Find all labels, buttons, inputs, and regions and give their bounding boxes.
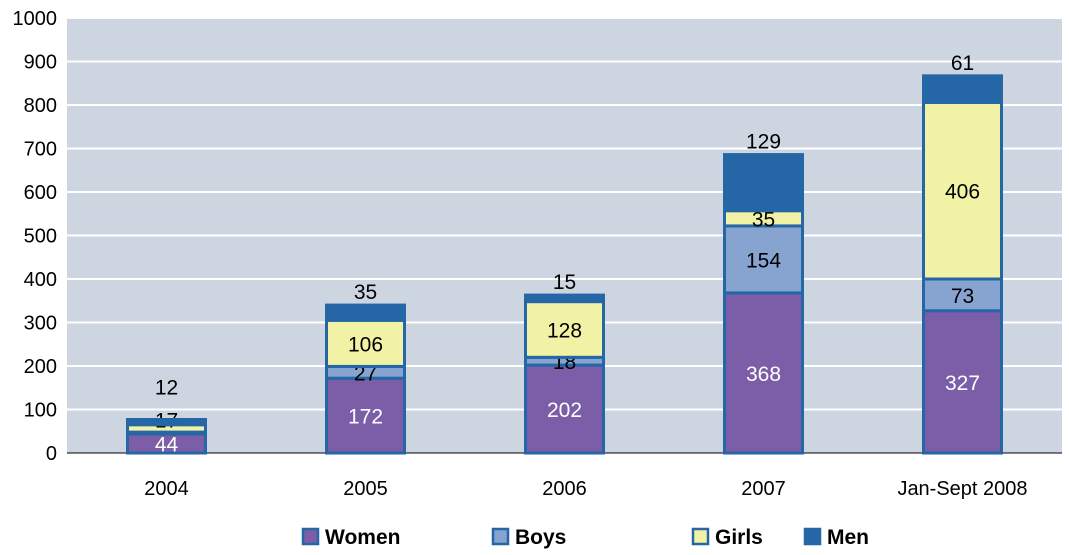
y-tick-label: 0	[46, 443, 57, 465]
x-tick-label: 2006	[542, 478, 587, 500]
data-label: 172	[348, 406, 383, 429]
bar-men	[723, 153, 804, 213]
bar-group-Jan-Sept 2008: 327 73 406 61	[922, 52, 1003, 455]
data-label: 73	[951, 285, 974, 308]
bar-group-2005: 172 27 106 35	[325, 281, 406, 455]
legend-item-boys: Boys	[491, 526, 566, 549]
bar-group-2007: 368 154 35 129	[723, 131, 804, 455]
x-tick-label: 2005	[343, 478, 388, 500]
legend-swatch	[803, 527, 822, 546]
legend-item-women: Women	[301, 526, 400, 549]
bar-women	[723, 291, 804, 455]
legend-label: Girls	[715, 526, 763, 549]
data-label: 129	[746, 131, 781, 154]
legend-item-men: Men	[803, 526, 869, 549]
bar-women	[524, 363, 605, 455]
legend-label: Boys	[515, 526, 566, 549]
y-tick-label: 200	[24, 356, 57, 378]
bar-men	[524, 293, 605, 304]
data-label: 61	[951, 52, 974, 75]
data-label: 202	[547, 399, 582, 422]
data-label: 154	[746, 249, 781, 272]
bar-girls	[325, 318, 406, 368]
data-label: 35	[752, 208, 775, 231]
legend-label: Men	[827, 526, 869, 549]
y-tick-label: 900	[24, 52, 57, 74]
legend-item-girls: Girls	[691, 526, 763, 549]
y-tick-label: 100	[24, 400, 57, 422]
bar-boys	[723, 224, 804, 295]
data-label: 406	[945, 181, 980, 204]
data-label: 327	[945, 372, 980, 395]
x-tick-label: 2004	[144, 478, 189, 500]
data-label: 44	[155, 433, 179, 456]
y-tick-label: 400	[24, 269, 57, 291]
x-tick-label: Jan-Sept 2008	[897, 478, 1027, 500]
bar-group-2004: 441712	[126, 377, 207, 456]
y-tick-label: 300	[24, 313, 57, 335]
data-label: 15	[553, 271, 576, 294]
y-tick-label: 1000	[13, 8, 58, 30]
data-label: 27	[354, 362, 377, 385]
legend-swatch	[301, 527, 320, 546]
y-tick-label: 700	[24, 139, 57, 161]
data-label: 128	[547, 319, 582, 342]
legend-swatch	[491, 527, 510, 546]
bar-men	[126, 418, 207, 427]
bar-men	[325, 303, 406, 322]
data-label: 368	[746, 363, 781, 386]
data-label: 12	[155, 377, 178, 400]
y-tick-label: 500	[24, 226, 57, 248]
x-tick-label: 2007	[741, 478, 786, 500]
legend-swatch	[691, 527, 710, 546]
y-tick-label: 800	[24, 95, 57, 117]
bar-women	[325, 376, 406, 455]
legend-label: Women	[325, 526, 400, 549]
data-label: 35	[354, 281, 377, 304]
bar-men	[922, 74, 1003, 104]
y-tick-label: 600	[24, 182, 57, 204]
data-label: 106	[348, 333, 383, 356]
